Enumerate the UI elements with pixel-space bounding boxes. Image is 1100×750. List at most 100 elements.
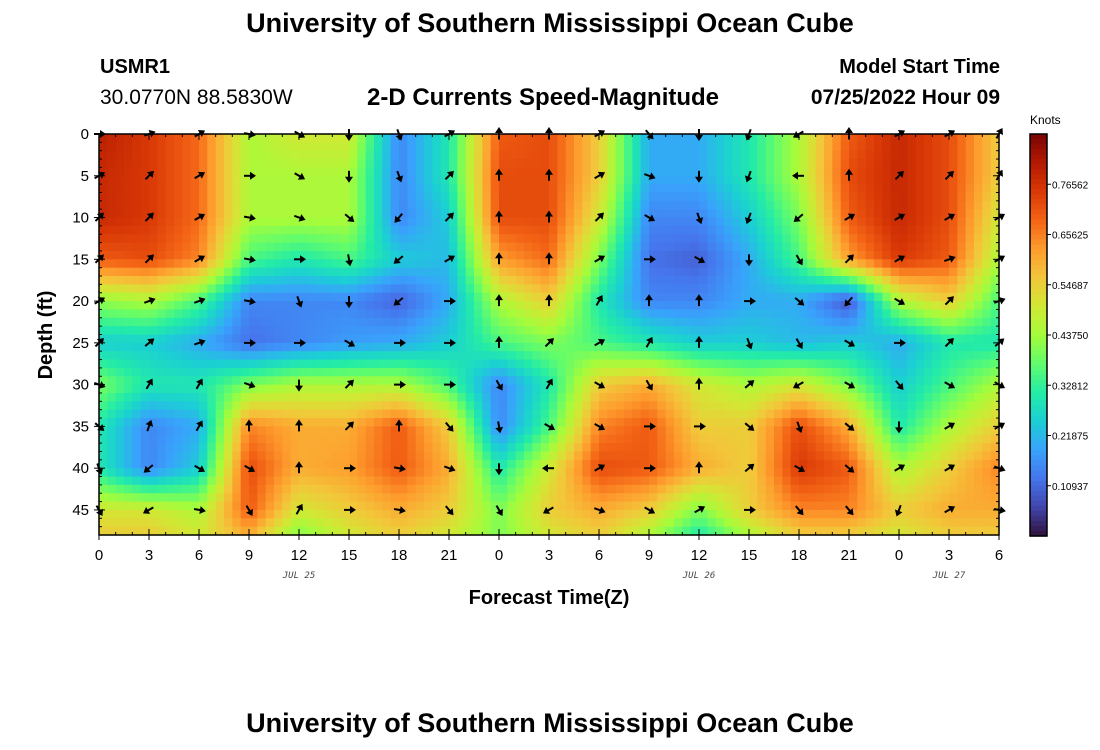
heatmap-cell <box>532 409 542 419</box>
heatmap-cell <box>890 242 900 252</box>
heatmap-cell <box>424 267 433 277</box>
heatmap-cell <box>840 367 850 377</box>
heatmap-cell <box>982 493 992 503</box>
heatmap-cell <box>932 301 942 311</box>
heatmap-cell <box>165 317 175 327</box>
heatmap-cell <box>524 443 533 453</box>
heatmap-cell <box>815 200 825 210</box>
heatmap-cell <box>974 476 983 486</box>
heatmap-cell <box>740 509 750 519</box>
heatmap-cell <box>449 200 458 210</box>
heatmap-cell <box>182 284 192 294</box>
heatmap-cell <box>374 292 383 302</box>
heatmap-cell <box>190 326 200 336</box>
heatmap-cell <box>390 392 400 402</box>
heatmap-cell <box>157 200 167 210</box>
heatmap-cell <box>332 359 342 369</box>
heatmap-cell <box>924 301 933 311</box>
heatmap-cell <box>249 493 258 503</box>
heatmap-cell <box>965 384 975 394</box>
heatmap-cell <box>665 484 675 494</box>
heatmap-cell <box>724 509 733 519</box>
heatmap-cell <box>282 167 292 177</box>
heatmap-cell <box>574 317 583 327</box>
heatmap-cell <box>140 367 150 377</box>
heatmap-cell <box>599 134 608 143</box>
heatmap-cell <box>715 392 725 402</box>
heatmap-cell <box>957 334 967 344</box>
heatmap-cell <box>457 401 467 411</box>
heatmap-cell <box>149 342 158 352</box>
heatmap-cell <box>399 150 408 160</box>
heatmap-cell <box>899 459 908 469</box>
heatmap-cell <box>774 150 783 160</box>
heatmap-cell <box>149 426 158 436</box>
heatmap-cell <box>249 209 258 219</box>
heatmap-cell <box>874 150 883 160</box>
heatmap-cell <box>607 443 617 453</box>
heatmap-cell <box>415 451 425 461</box>
heatmap-cell <box>649 434 658 444</box>
heatmap-cell <box>482 184 492 194</box>
heatmap-cell <box>265 342 275 352</box>
heatmap-cell <box>307 501 317 511</box>
heatmap-cell <box>307 351 317 361</box>
heatmap-cell <box>332 459 342 469</box>
heatmap-cell <box>165 326 175 336</box>
heatmap-cell <box>899 468 908 478</box>
heatmap-cell <box>565 434 575 444</box>
heatmap-cell <box>124 301 133 311</box>
heatmap-cell <box>324 392 333 402</box>
heatmap-cell <box>799 159 808 169</box>
heatmap-cell <box>899 392 908 402</box>
heatmap-cell <box>874 234 883 244</box>
heatmap-cell <box>240 434 250 444</box>
heatmap-cell <box>607 167 617 177</box>
heatmap-cell <box>982 376 992 386</box>
heatmap-cell <box>599 150 608 160</box>
heatmap-cell <box>524 367 533 377</box>
heatmap-cell <box>457 434 467 444</box>
heatmap-cell <box>157 250 167 260</box>
heatmap-cell <box>757 276 767 285</box>
heatmap-cell <box>390 451 400 461</box>
heatmap-cell <box>765 142 775 152</box>
heatmap-cell <box>765 259 775 269</box>
heatmap-cell <box>415 392 425 402</box>
heatmap-cell <box>740 392 750 402</box>
heatmap-cell <box>907 459 917 469</box>
heatmap-cell <box>449 192 458 202</box>
heatmap-cell <box>349 134 358 143</box>
heatmap-cell <box>99 451 108 461</box>
heatmap-cell <box>774 167 783 177</box>
heatmap-cell <box>707 200 717 210</box>
heatmap-cell <box>657 250 667 260</box>
heatmap-cell <box>182 217 192 227</box>
heatmap-cell <box>624 501 633 511</box>
heatmap-cell <box>540 326 550 336</box>
heatmap-cell <box>724 309 733 319</box>
heatmap-cell <box>515 418 525 427</box>
heatmap-cell <box>690 351 700 361</box>
heatmap-cell <box>915 292 925 302</box>
heatmap-cell <box>482 200 492 210</box>
heatmap-cell <box>515 150 525 160</box>
heatmap-cell <box>232 159 242 169</box>
heatmap-cell <box>732 259 742 269</box>
heatmap-cell <box>307 134 317 143</box>
heatmap-cell <box>732 301 742 311</box>
heatmap-cell <box>665 359 675 369</box>
heatmap-cell <box>257 493 267 503</box>
heatmap-cell <box>565 443 575 453</box>
heatmap-cell <box>599 159 608 169</box>
heatmap-cell <box>540 234 550 244</box>
heatmap-cell <box>99 142 108 152</box>
heatmap-cell <box>715 342 725 352</box>
heatmap-cell <box>807 284 817 294</box>
heatmap-cell <box>549 184 558 194</box>
heatmap-cell <box>982 317 992 327</box>
heatmap-cell <box>990 225 1000 235</box>
heatmap-cell <box>965 401 975 411</box>
heatmap-cell <box>574 217 583 227</box>
heatmap-cell <box>265 234 275 244</box>
